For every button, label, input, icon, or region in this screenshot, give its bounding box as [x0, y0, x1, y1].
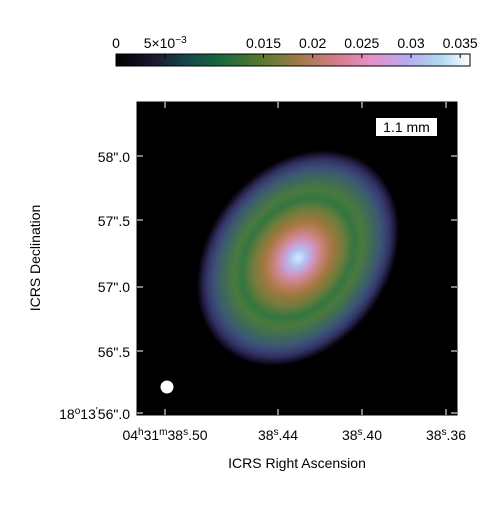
colorbar-tick-label: 0.015	[246, 35, 281, 51]
colorbar-tick-labels: 0 5×10−3 0.015 0.02 0.025 0.03 0.035	[112, 35, 478, 52]
colorbar-tick-label: 0	[112, 35, 120, 51]
colorbar: 0 5×10−3 0.015 0.02 0.025 0.03 0.035	[112, 35, 478, 67]
y-tick-label: 57".0	[98, 279, 130, 295]
band-label-box: 1.1 mm	[376, 118, 437, 136]
x-tick-label: 38s.36	[426, 427, 466, 444]
x-tick-label: 04h31m38s.50	[122, 427, 207, 444]
disk-ellipse	[196, 149, 400, 367]
band-label-background	[376, 118, 437, 136]
x-tick-labels: 04h31m38s.50 38s.44 38s.40 38s.36	[122, 427, 466, 444]
y-tick-label: 18o13'56".0	[59, 406, 130, 423]
x-axis-label: ICRS Right Ascension	[228, 455, 366, 471]
y-tick-label: 56".5	[98, 344, 130, 360]
colorbar-tick-label: 5×10−3	[144, 35, 187, 52]
beam-marker	[160, 380, 174, 394]
band-label: 1.1 mm	[383, 119, 430, 135]
colorbar-tick-label: 0.035	[443, 35, 478, 51]
colorbar-gradient	[115, 53, 471, 67]
x-tick-label: 38s.44	[258, 427, 298, 444]
image-frame	[136, 101, 458, 416]
y-tick-labels: 18o13'56".0 56".5 57".0 57".5 58".0	[59, 149, 130, 422]
y-tick-label: 58".0	[98, 149, 130, 165]
disk-emission	[196, 149, 400, 367]
beam-circle	[160, 380, 174, 394]
colorbar-ticks	[115, 54, 461, 58]
x-tick-label: 38s.40	[342, 427, 382, 444]
colorbar-tick-label: 0.025	[344, 35, 379, 51]
y-tick-label: 57".5	[98, 213, 130, 229]
axis-ticks	[137, 102, 457, 415]
y-axis-label: ICRS Declination	[27, 205, 43, 312]
colorbar-tick-label: 0.02	[299, 35, 326, 51]
colorbar-tick-label: 0.03	[397, 35, 424, 51]
image-panel: 1.1 mm	[136, 101, 458, 416]
